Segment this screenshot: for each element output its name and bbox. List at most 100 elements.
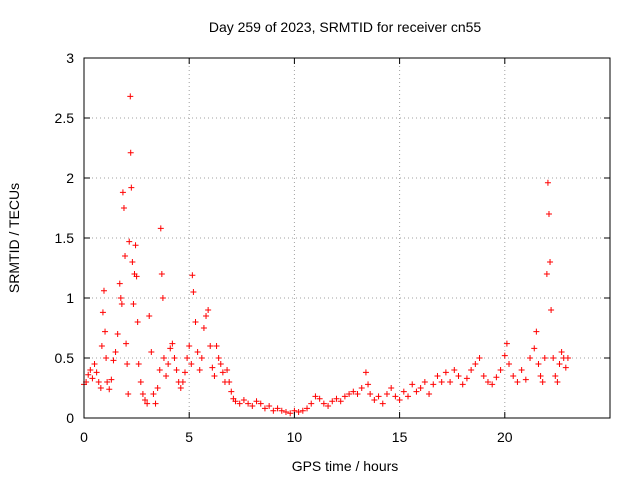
data-point: [104, 379, 111, 385]
data-point: [89, 375, 96, 382]
data-point: [169, 340, 176, 347]
data-point: [472, 361, 479, 367]
data-point: [190, 289, 197, 295]
data-point: [304, 405, 311, 412]
data-point: [103, 355, 110, 361]
data-point: [451, 367, 458, 373]
data-point: [134, 319, 141, 325]
data-point: [219, 369, 226, 376]
data-point: [531, 345, 538, 352]
data-point: [124, 361, 131, 367]
data-point: [358, 385, 365, 391]
data-point: [95, 379, 102, 385]
data-point: [367, 391, 374, 397]
data-point: [278, 407, 285, 414]
data-point: [510, 373, 517, 379]
data-point: [127, 93, 134, 100]
data-point: [122, 253, 129, 259]
data-point: [249, 403, 256, 409]
data-point: [177, 385, 184, 391]
data-point: [97, 385, 104, 391]
data-point: [455, 373, 462, 379]
data-point: [209, 364, 216, 371]
data-point: [85, 371, 92, 378]
data-point: [240, 397, 247, 403]
data-point: [135, 361, 142, 367]
data-point: [196, 367, 203, 373]
data-point: [544, 179, 551, 186]
data-point: [232, 398, 239, 405]
data-point: [562, 364, 569, 371]
data-point: [228, 388, 235, 395]
data-point: [552, 373, 559, 379]
data-point: [152, 400, 159, 407]
x-tick-label: 5: [185, 429, 193, 445]
data-point: [365, 381, 372, 388]
data-point: [438, 379, 445, 385]
data-point: [126, 238, 133, 245]
data-point: [189, 272, 196, 279]
data-point: [325, 403, 332, 409]
data-point: [165, 361, 172, 367]
y-axis-title: SRMTID / TECUs: [6, 183, 22, 293]
data-point: [173, 367, 180, 373]
data-point: [181, 369, 188, 376]
data-point: [459, 381, 466, 388]
data-point: [506, 361, 513, 367]
data-point: [556, 361, 563, 367]
data-point: [312, 393, 319, 400]
data-point: [156, 367, 163, 373]
data-point: [535, 361, 542, 367]
data-point: [537, 373, 544, 379]
data-point: [188, 361, 195, 367]
data-point: [337, 398, 344, 405]
data-point: [125, 391, 132, 397]
data-points: [81, 93, 571, 417]
data-point: [430, 381, 437, 388]
data-point: [106, 386, 113, 393]
x-tick-label: 15: [392, 429, 408, 445]
data-point: [362, 369, 369, 376]
data-point: [547, 259, 554, 265]
data-point: [224, 367, 231, 373]
data-point: [518, 367, 525, 373]
data-point: [215, 355, 222, 361]
data-point: [159, 295, 166, 301]
y-tick-label: 0.5: [55, 350, 75, 366]
data-point: [550, 355, 557, 361]
data-point: [266, 403, 273, 409]
data-point: [350, 388, 357, 395]
data-point: [163, 373, 170, 379]
y-tick-label: 1.5: [55, 230, 75, 246]
data-point: [392, 393, 399, 400]
data-point: [497, 367, 504, 373]
data-point: [120, 205, 127, 211]
data-point: [545, 211, 552, 217]
data-point: [308, 400, 315, 407]
data-point: [226, 379, 233, 385]
data-point: [100, 287, 107, 294]
data-point: [160, 355, 167, 361]
data-point: [320, 400, 327, 407]
x-axis: 0 5 10 15 20: [80, 58, 513, 445]
data-point: [409, 381, 416, 388]
data-point: [543, 271, 550, 277]
y-tick-label: 2.5: [55, 110, 75, 126]
data-point: [400, 388, 407, 395]
data-point: [127, 149, 134, 156]
data-point: [442, 369, 449, 376]
data-point: [179, 379, 186, 385]
data-point: [417, 385, 424, 391]
data-point: [274, 405, 281, 412]
data-point: [157, 225, 164, 232]
data-point: [139, 391, 146, 397]
data-point: [564, 355, 571, 361]
data-point: [98, 343, 105, 349]
data-point: [200, 325, 207, 331]
data-point: [554, 379, 561, 385]
x-tick-label: 20: [497, 429, 513, 445]
data-point: [207, 343, 214, 349]
data-point: [489, 381, 496, 388]
data-point: [116, 280, 123, 287]
